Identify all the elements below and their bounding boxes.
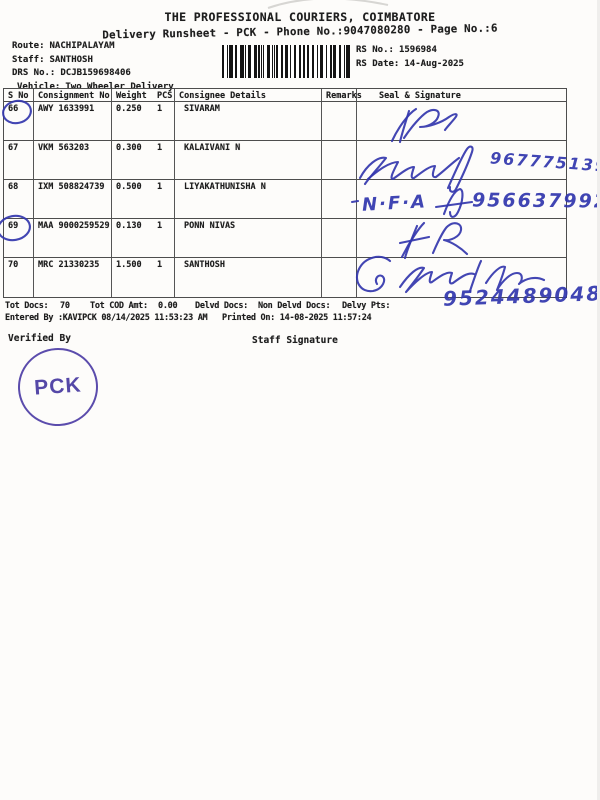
cell-weight: 0.130 <box>112 219 153 258</box>
cell-sno: 69 <box>4 219 34 258</box>
cell-sno: 68 <box>4 180 34 219</box>
tot-docs-value: 70 <box>60 301 70 311</box>
staff-line: Staff: SANTHOSH <box>12 54 174 68</box>
entered-by-text: Entered By :KAVIPCK 08/14/2025 11:53:23 … <box>5 313 208 323</box>
drs-line: DRS No.: DCJB159698406 <box>12 67 174 81</box>
cell-remarks <box>322 258 357 297</box>
cell-pcs: 1 <box>153 180 175 219</box>
table-header-row: S No Consignment No Weight PCS Consignee… <box>4 89 566 102</box>
cell-consignment: VKM 563203 <box>34 141 112 180</box>
cell-consignment: MAA 9000259529 <box>34 219 112 258</box>
route-label: Route: <box>12 41 45 51</box>
cell-seal <box>357 102 566 141</box>
delvd-docs-label: Delvd Docs: <box>195 301 248 311</box>
cell-weight: 1.500 <box>116 260 142 270</box>
drs-value: DCJB159698406 <box>60 68 131 78</box>
runsheet-barcode <box>222 45 350 78</box>
stamp-text: PCK <box>33 373 83 400</box>
rs-date-line: RS Date: 14-Aug-2025 <box>356 58 464 72</box>
header-seal: Seal & Signature <box>357 89 566 102</box>
cell-remarks <box>322 219 357 258</box>
header-consignee: Consignee Details <box>175 89 322 102</box>
tot-cod-label: Tot COD Amt: <box>90 301 148 311</box>
verified-by-label: Verified By <box>8 333 71 344</box>
cell-remarks <box>322 141 357 180</box>
scan-artifact-line <box>267 0 389 9</box>
rs-date-value: 14-Aug-2025 <box>404 58 464 69</box>
vehicle-line: Vehicle: Two Wheeler Delivery <box>12 81 174 95</box>
tot-cod-value: 0.00 <box>158 301 178 311</box>
header-sno: S No <box>4 89 34 102</box>
table-row: 67 VKM 563203 0.300 1 KALAIVANI N <box>4 141 566 180</box>
cell-pcs: 1 <box>153 219 175 258</box>
vehicle-label: Vehicle: <box>17 81 61 92</box>
pck-round-stamp: PCK <box>15 345 101 429</box>
staff-signature-label: Staff Signature <box>252 335 338 346</box>
rs-no-line: RS No.: 1596984 <box>356 44 464 58</box>
table-row: 66 AWY 1633991 0.250 1 SIVARAM <box>4 102 566 141</box>
route-line: Route: NACHIPALAYAM <box>12 40 174 54</box>
consignment-table: S No Consignment No Weight PCS Consignee… <box>3 88 567 298</box>
header-consignment: Consignment No <box>34 89 112 102</box>
rs-no-label: RS No.: <box>356 45 394 55</box>
cell-seal <box>357 258 566 297</box>
cell-pcs: 1 <box>153 258 175 297</box>
cell-weight: 0.500 <box>112 180 153 219</box>
cell-consignee: SANTHOSH <box>175 258 322 297</box>
tot-docs-label: Tot Docs: <box>5 301 49 311</box>
vehicle-value: Two Wheeler Delivery <box>65 81 174 92</box>
cell-consignment: IXM 508824739 <box>34 180 112 219</box>
cell-consignee: SIVARAM <box>175 102 322 141</box>
table-row: 69 MAA 9000259529 0.130 1 PONN NIVAS <box>4 219 566 258</box>
table-row: 70 MRC 21330235 1.500 1 SANTHOSH <box>4 258 566 297</box>
table-row: 68 IXM 508824739 0.500 1 LIYAKATHUNISHA … <box>4 180 566 219</box>
route-info-block: Route: NACHIPALAYAM Staff: SANTHOSH DRS No… <box>12 40 174 94</box>
cell-consignee: PONN NIVAS <box>175 219 322 258</box>
delvy-pts-label: Delvy Pts: <box>342 301 391 311</box>
cell-weight: 0.300 <box>112 141 153 180</box>
rs-info-block: RS No.: 1596984 RS Date: 14-Aug-2025 <box>356 44 464 71</box>
cell-sno: 67 <box>4 141 34 180</box>
cell-consignment: MRC 21330235 <box>34 258 112 297</box>
cell-seal <box>357 180 566 219</box>
cell-consignment: AWY 1633991 <box>34 102 112 141</box>
scan-edge-shade <box>597 0 600 800</box>
header-remarks: Remarks <box>322 89 362 102</box>
header-weight: Weight <box>112 89 153 102</box>
company-title: THE PROFESSIONAL COURIERS, COIMBATORE <box>164 10 436 24</box>
cell-consignee: LIYAKATHUNISHA N <box>175 180 322 219</box>
staff-label: Staff: <box>12 54 45 65</box>
cell-sno: 70 <box>4 258 34 297</box>
cell-remarks <box>322 180 357 219</box>
cell-seal <box>357 219 566 258</box>
cell-sno: 66 <box>4 102 34 141</box>
drs-label: DRS No.: <box>12 68 56 78</box>
printed-on-text: Printed On: 14-08-2025 11:57:24 <box>222 313 372 323</box>
cell-seal <box>357 141 566 180</box>
cell-pcs: 1 <box>153 102 175 141</box>
cell-consignee: KALAIVANI N <box>175 141 322 180</box>
staff-value: SANTHOSH <box>49 54 93 65</box>
header-pcs: PCS <box>153 89 175 102</box>
route-value: NACHIPALAYAM <box>49 41 115 51</box>
rs-no-value: 1596984 <box>398 45 437 55</box>
rs-date-label: RS Date: <box>356 58 400 69</box>
cell-pcs: 1 <box>153 141 175 180</box>
cell-remarks <box>322 102 357 141</box>
cell-weight: 0.250 <box>112 102 153 141</box>
non-delvd-docs-label: Non Delvd Docs: <box>258 301 331 311</box>
